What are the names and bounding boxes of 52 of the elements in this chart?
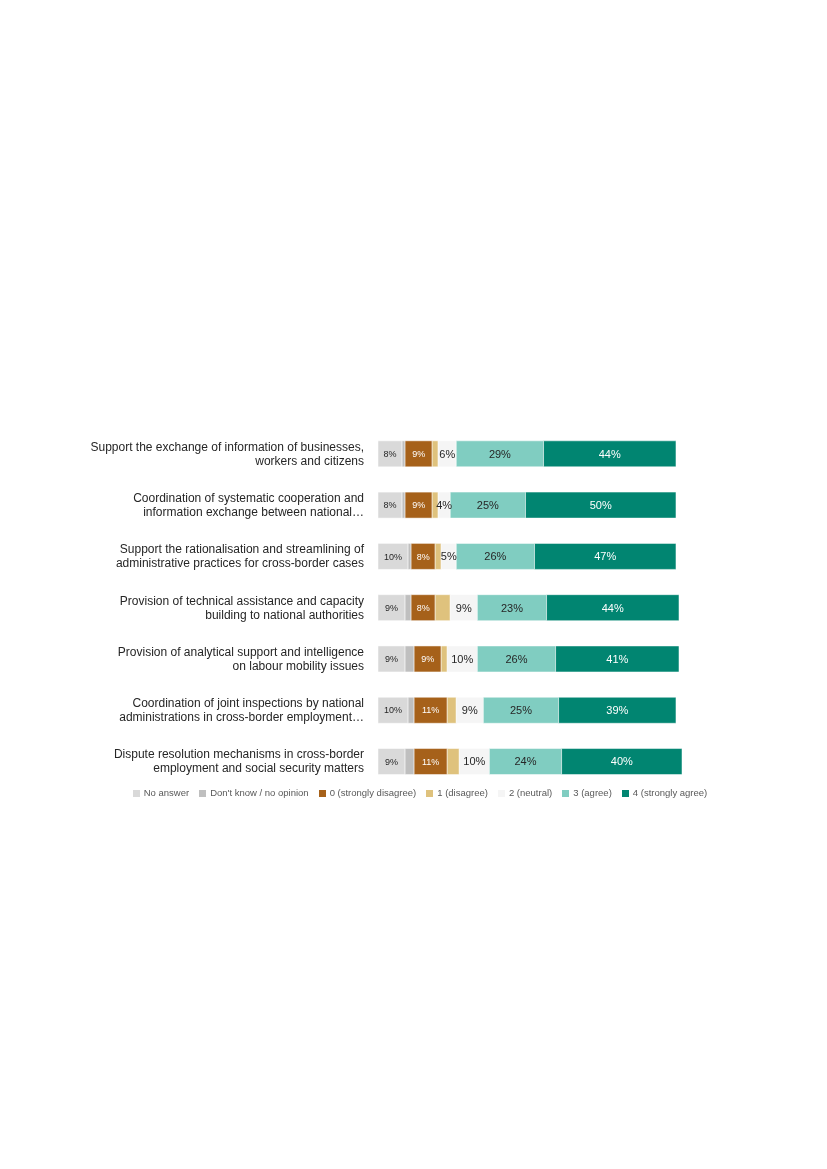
- data-label: 8%: [383, 449, 397, 460]
- data-label: 24%: [514, 755, 537, 768]
- y-tick-label: Provision of technical assistance and capacity building to national authorities: [119, 593, 364, 622]
- data-label: 26%: [505, 652, 528, 665]
- bar: [377, 491, 403, 519]
- data-label: 9%: [421, 654, 435, 665]
- data-label: 8%: [416, 551, 430, 562]
- legend-label: 0 (strongly disagree): [329, 787, 417, 798]
- y-tick-label: Dispute resolution mechanisms in cross-border employment and social security matters: [113, 747, 364, 776]
- data-label: 44%: [598, 447, 621, 460]
- data-label: 11%: [421, 705, 440, 716]
- bar: [377, 697, 409, 724]
- data-label: 9%: [385, 654, 399, 665]
- data-label: 10%: [384, 705, 403, 716]
- y-tick-label: Coordination of systematic cooperation and information exchange between national…: [133, 490, 364, 519]
- data-label: 8%: [416, 602, 430, 613]
- legend-label: No answer: [143, 787, 190, 798]
- legend-label: 1 (disagree): [437, 787, 488, 798]
- data-label: 39%: [606, 704, 629, 717]
- data-label: 25%: [509, 704, 533, 717]
- data-label: 9%: [385, 602, 399, 613]
- data-label: 10%: [463, 755, 486, 768]
- y-tick-label: Provision of analytical support and intelligence on labour mobility issues: [117, 644, 365, 673]
- data-label: 5%: [440, 550, 457, 563]
- data-label: 50%: [589, 499, 612, 512]
- data-label: 44%: [601, 601, 624, 614]
- data-label: 11%: [421, 756, 440, 767]
- data-label: 6%: [439, 447, 456, 460]
- legend-label: 3 (agree): [573, 787, 612, 798]
- legend-label: Don't know / no opinion: [210, 787, 309, 798]
- data-label: 25%: [476, 499, 500, 512]
- bar: [377, 543, 409, 570]
- data-label: 8%: [383, 500, 397, 511]
- data-label: 9%: [385, 756, 399, 767]
- data-label: 29%: [488, 447, 512, 460]
- legend-label: 4 (strongly agree): [632, 787, 708, 798]
- data-label: 10%: [451, 652, 474, 665]
- legend-label: 2 (neutral): [508, 787, 553, 798]
- data-label: 23%: [500, 601, 524, 614]
- data-label: 41%: [606, 652, 629, 665]
- data-label: 9%: [461, 704, 478, 717]
- data-label: 9%: [455, 601, 472, 614]
- data-label: 9%: [412, 449, 426, 460]
- data-label: 9%: [412, 500, 426, 511]
- data-label: 26%: [484, 550, 507, 563]
- data-label: 10%: [384, 551, 403, 562]
- y-tick-label: Support the rationalisation and streamlining of administrative practices for cross-border cases: [115, 542, 365, 571]
- y-tick-label: Support the exchange of information of businesses, workers and citizens: [90, 439, 364, 468]
- data-label: 47%: [594, 550, 617, 563]
- y-tick-label: Coordination of joint inspections by national administrations in cross-border employment…: [119, 696, 364, 725]
- bar: [377, 594, 406, 621]
- data-label: 40%: [610, 755, 634, 768]
